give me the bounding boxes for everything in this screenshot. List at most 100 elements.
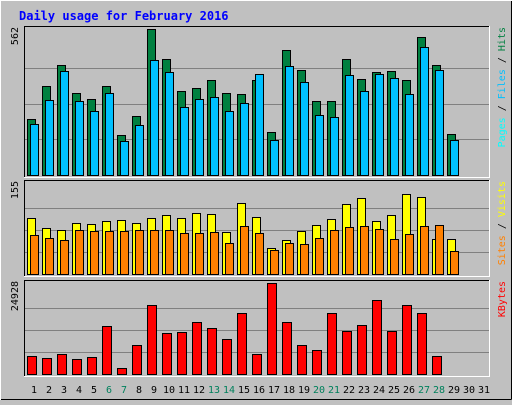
bar-sites-day-6 — [105, 231, 114, 275]
bar-sites-day-26 — [405, 234, 414, 275]
x-tick-label-day-15: 15 — [238, 385, 250, 396]
bar-files-day-7 — [120, 141, 129, 176]
series-legend: KBytes — [497, 281, 508, 317]
x-axis-tick-labels: 1 2 3 4 5 6 7 8 9 10 11 12 13 14 15 16 17 18 19 20 21 22 23 24 2… — [31, 385, 490, 396]
bar-kbytes-day-25 — [387, 331, 397, 375]
bar-sites-day-2 — [45, 238, 54, 275]
x-tick-label-day-17: 17 — [268, 385, 280, 396]
bar-sites-day-15 — [240, 226, 249, 275]
bar-kbytes-day-19 — [297, 345, 307, 375]
x-tick-label-day-27: 27 — [418, 385, 430, 396]
bar-kbytes-day-8 — [132, 345, 142, 375]
x-tick-label-day-12: 12 — [193, 385, 205, 396]
bar-files-day-29 — [450, 140, 459, 176]
x-tick-label-day-14: 14 — [223, 385, 235, 396]
bar-files-day-11 — [180, 107, 189, 176]
series-legend: Sites / Visits — [497, 181, 508, 265]
bar-sites-day-7 — [120, 231, 129, 275]
bar-sites-day-25 — [390, 239, 399, 275]
bar-files-day-1 — [30, 124, 39, 176]
bar-kbytes-day-9 — [147, 305, 157, 375]
bar-files-day-28 — [435, 70, 444, 176]
bar-kbytes-day-24 — [372, 300, 382, 375]
series-legend-hits: Hits — [497, 27, 508, 51]
x-tick-label-day-23: 23 — [358, 385, 370, 396]
bar-sites-day-11 — [180, 233, 189, 275]
bar-sites-day-18 — [285, 243, 294, 275]
x-tick-label-day-20: 20 — [313, 385, 325, 396]
bar-sites-day-27 — [420, 226, 429, 275]
x-tick-label-day-3: 3 — [61, 385, 67, 396]
bar-files-day-5 — [90, 111, 99, 176]
bar-sites-day-20 — [315, 238, 324, 275]
series-legend: Pages / Files / Hits — [497, 27, 508, 147]
bar-kbytes-day-1 — [27, 356, 37, 375]
bar-kbytes-day-27 — [417, 313, 427, 375]
bar-kbytes-day-22 — [342, 331, 352, 375]
x-tick-label-day-24: 24 — [373, 385, 385, 396]
series-legend-kbytes: KBytes — [497, 281, 508, 317]
bar-kbytes-day-15 — [237, 313, 247, 375]
bar-files-day-20 — [315, 115, 324, 176]
bar-sites-day-10 — [165, 230, 174, 275]
x-tick-label-day-5: 5 — [91, 385, 97, 396]
x-tick-label-day-22: 22 — [343, 385, 355, 396]
x-tick-label-day-2: 2 — [46, 385, 52, 396]
x-tick-label-day-30: 30 — [463, 385, 475, 396]
x-tick-label-day-21: 21 — [328, 385, 340, 396]
x-tick-label-day-29: 29 — [448, 385, 460, 396]
x-tick-label-day-31: 31 — [478, 385, 490, 396]
x-tick-label-day-18: 18 — [283, 385, 295, 396]
bar-kbytes-day-3 — [57, 354, 67, 375]
bar-kbytes-day-10 — [162, 333, 172, 375]
bar-files-day-21 — [330, 117, 339, 176]
bar-sites-day-29 — [450, 251, 459, 275]
bar-sites-day-24 — [375, 229, 384, 275]
bar-files-day-24 — [375, 74, 384, 176]
panel-hits-files-pages: 562 Pages / Files / Hits — [10, 26, 508, 178]
bar-sites-day-1 — [30, 235, 39, 275]
bar-files-day-16 — [255, 74, 264, 176]
bar-files-day-8 — [135, 125, 144, 176]
bar-files-day-6 — [105, 93, 114, 176]
bar-sites-day-28 — [435, 225, 444, 275]
bar-kbytes-day-26 — [402, 305, 412, 375]
bar-files-day-22 — [345, 75, 354, 176]
series-legend-separator: / — [497, 51, 508, 69]
bar-files-day-18 — [285, 66, 294, 176]
x-tick-label-day-28: 28 — [433, 385, 445, 396]
bar-sites-day-12 — [195, 233, 204, 275]
bar-files-day-23 — [360, 91, 369, 176]
bar-sites-day-4 — [75, 230, 84, 275]
series-legend-visits: Visits — [497, 181, 508, 217]
bar-sites-day-14 — [225, 243, 234, 275]
bar-sites-day-9 — [150, 230, 159, 275]
y-max-label: 562 — [10, 27, 21, 45]
y-max-label: 24928 — [10, 281, 21, 311]
bar-sites-day-17 — [270, 250, 279, 275]
x-tick-label-day-19: 19 — [298, 385, 310, 396]
bar-files-day-27 — [420, 47, 429, 176]
bar-kbytes-day-20 — [312, 350, 322, 375]
y-max-label: 155 — [10, 181, 21, 199]
x-tick-label-day-6: 6 — [106, 385, 112, 396]
x-tick-label-day-25: 25 — [388, 385, 400, 396]
chart-title: Daily usage for February 2016 — [19, 9, 229, 23]
bar-kbytes-day-6 — [102, 326, 112, 375]
bar-sites-day-19 — [300, 244, 309, 275]
bar-files-day-25 — [390, 78, 399, 176]
bar-kbytes-day-12 — [192, 322, 202, 375]
bar-kbytes-day-28 — [432, 356, 442, 375]
panel-kbytes: 24928 KBytes — [10, 280, 508, 377]
bar-files-day-17 — [270, 140, 279, 176]
bar-kbytes-day-11 — [177, 332, 187, 375]
bar-kbytes-day-23 — [357, 325, 367, 375]
bar-files-day-13 — [210, 97, 219, 176]
series-legend-files: Files — [497, 69, 508, 99]
bar-files-day-4 — [75, 101, 84, 176]
series-legend-separator: / — [497, 99, 508, 117]
bar-sites-day-16 — [255, 233, 264, 275]
bar-files-day-15 — [240, 103, 249, 176]
bar-kbytes-day-7 — [117, 368, 127, 375]
bar-files-day-26 — [405, 94, 414, 176]
